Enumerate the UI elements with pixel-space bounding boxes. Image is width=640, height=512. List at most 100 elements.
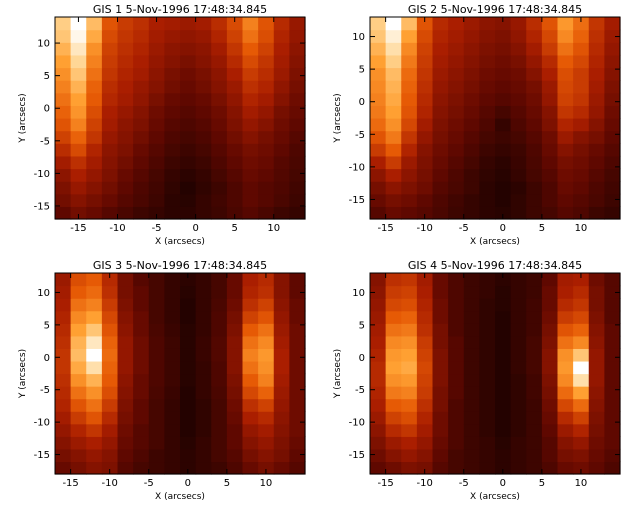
heatmap-cell	[273, 92, 290, 106]
heatmap-cell	[604, 461, 621, 475]
heatmap-cell	[164, 273, 181, 287]
heatmap-cell	[195, 423, 212, 437]
heatmap-cell	[226, 80, 244, 94]
heatmap-cell	[133, 80, 150, 94]
heatmap-cell	[604, 155, 621, 170]
heatmap-cell	[541, 386, 559, 400]
heatmap-cell	[195, 398, 212, 412]
heatmap-cell	[385, 92, 402, 106]
heatmap-cell	[463, 423, 480, 437]
heatmap-cell	[117, 118, 134, 132]
heatmap-cell	[211, 373, 228, 387]
x-tick-label: -5	[152, 223, 162, 234]
heatmap-cell	[526, 310, 543, 324]
heatmap-cell	[70, 181, 87, 195]
heatmap-cell	[588, 193, 605, 207]
heatmap-cell	[479, 360, 496, 375]
y-tick-label: -5	[40, 385, 50, 396]
heatmap-cell	[195, 42, 212, 56]
heatmap-cell	[526, 42, 543, 56]
heatmap-cell	[148, 42, 165, 56]
heatmap-cell	[148, 273, 165, 287]
heatmap-cell	[55, 42, 72, 56]
heatmap-cell	[495, 130, 512, 144]
heatmap-cell	[86, 168, 103, 182]
heatmap-cell	[573, 143, 590, 157]
heatmap-cell	[526, 54, 543, 69]
heatmap-cell	[289, 298, 306, 312]
heatmap-cell	[180, 373, 197, 387]
panel-gis-2: GIS 2 5-Nov-1996 17:48:34.845 -15 -10 -5 0 5 1…	[333, 3, 621, 247]
heatmap-cell	[463, 298, 480, 312]
heatmap-cell	[258, 386, 275, 400]
heatmap-cell	[370, 273, 387, 287]
heatmap-cell	[385, 386, 402, 400]
heatmap-cell	[432, 155, 449, 170]
heatmap-cell	[557, 80, 574, 94]
heatmap-cell	[416, 80, 434, 94]
heatmap-cell	[463, 398, 480, 412]
heatmap-cell	[588, 92, 605, 106]
heatmap-cell	[510, 310, 527, 324]
heatmap-cell	[133, 92, 150, 106]
heatmap-cell	[495, 206, 512, 220]
heatmap-cell	[526, 29, 543, 43]
heatmap-cell	[70, 118, 87, 132]
heatmap-cell	[385, 193, 402, 207]
heatmap-cell	[289, 386, 306, 400]
heatmap-cell	[510, 373, 527, 387]
heatmap-cell	[432, 105, 449, 119]
heatmap-cell	[273, 423, 290, 437]
heatmap-cell	[226, 105, 244, 119]
heatmap-cell	[117, 285, 134, 299]
heatmap-cell	[432, 411, 449, 425]
heatmap-cell	[133, 29, 150, 43]
heatmap-cell	[573, 448, 590, 463]
heatmap-cell	[495, 461, 512, 475]
heatmap-cell	[416, 206, 434, 220]
heatmap-cell	[401, 411, 418, 425]
heatmap-cell	[573, 67, 590, 81]
heatmap-cell	[289, 92, 306, 106]
heatmap-cell	[573, 423, 590, 437]
heatmap-cell	[195, 335, 212, 349]
heatmap-cell	[495, 193, 512, 207]
x-axis-label: X (arcsecs)	[155, 492, 205, 502]
heatmap-cell	[211, 423, 228, 437]
heatmap-cell	[180, 436, 197, 450]
heatmap-cell	[495, 42, 512, 56]
heatmap-cell	[258, 168, 275, 182]
heatmap-cell	[289, 348, 306, 362]
heatmap-cell	[180, 335, 197, 349]
heatmap-cell	[463, 17, 480, 31]
heatmap-cell	[588, 42, 605, 56]
heatmap-cell	[463, 323, 480, 337]
heatmap-cell	[495, 80, 512, 94]
heatmap-cell	[211, 118, 228, 132]
heatmap-cell	[180, 67, 197, 81]
heatmap-cell	[510, 298, 527, 312]
heatmap-cell	[432, 448, 449, 463]
heatmap-cell	[195, 448, 212, 463]
heatmap-cell	[258, 206, 275, 220]
heatmap-cell	[604, 323, 621, 337]
heatmap-cell	[273, 130, 290, 144]
heatmap-cell	[573, 118, 590, 132]
heatmap-cell	[180, 54, 197, 69]
heatmap-cell	[510, 461, 527, 475]
heatmap-cell	[226, 436, 244, 450]
heatmap-cell	[526, 386, 543, 400]
panel-title: GIS 4 5-Nov-1996 17:48:34.845	[408, 259, 582, 272]
heatmap-cell	[604, 143, 621, 157]
heatmap-cell	[370, 181, 387, 195]
heatmap-cell	[385, 118, 402, 132]
heatmap-cell	[180, 105, 197, 119]
heatmap-cell	[55, 130, 72, 144]
heatmap-cell	[432, 298, 449, 312]
heatmap-cell	[195, 411, 212, 425]
heatmap-cell	[273, 411, 290, 425]
heatmap-cell	[588, 310, 605, 324]
heatmap-cell	[55, 423, 72, 437]
heatmap-cell	[133, 273, 150, 287]
heatmap-cell	[86, 118, 103, 132]
